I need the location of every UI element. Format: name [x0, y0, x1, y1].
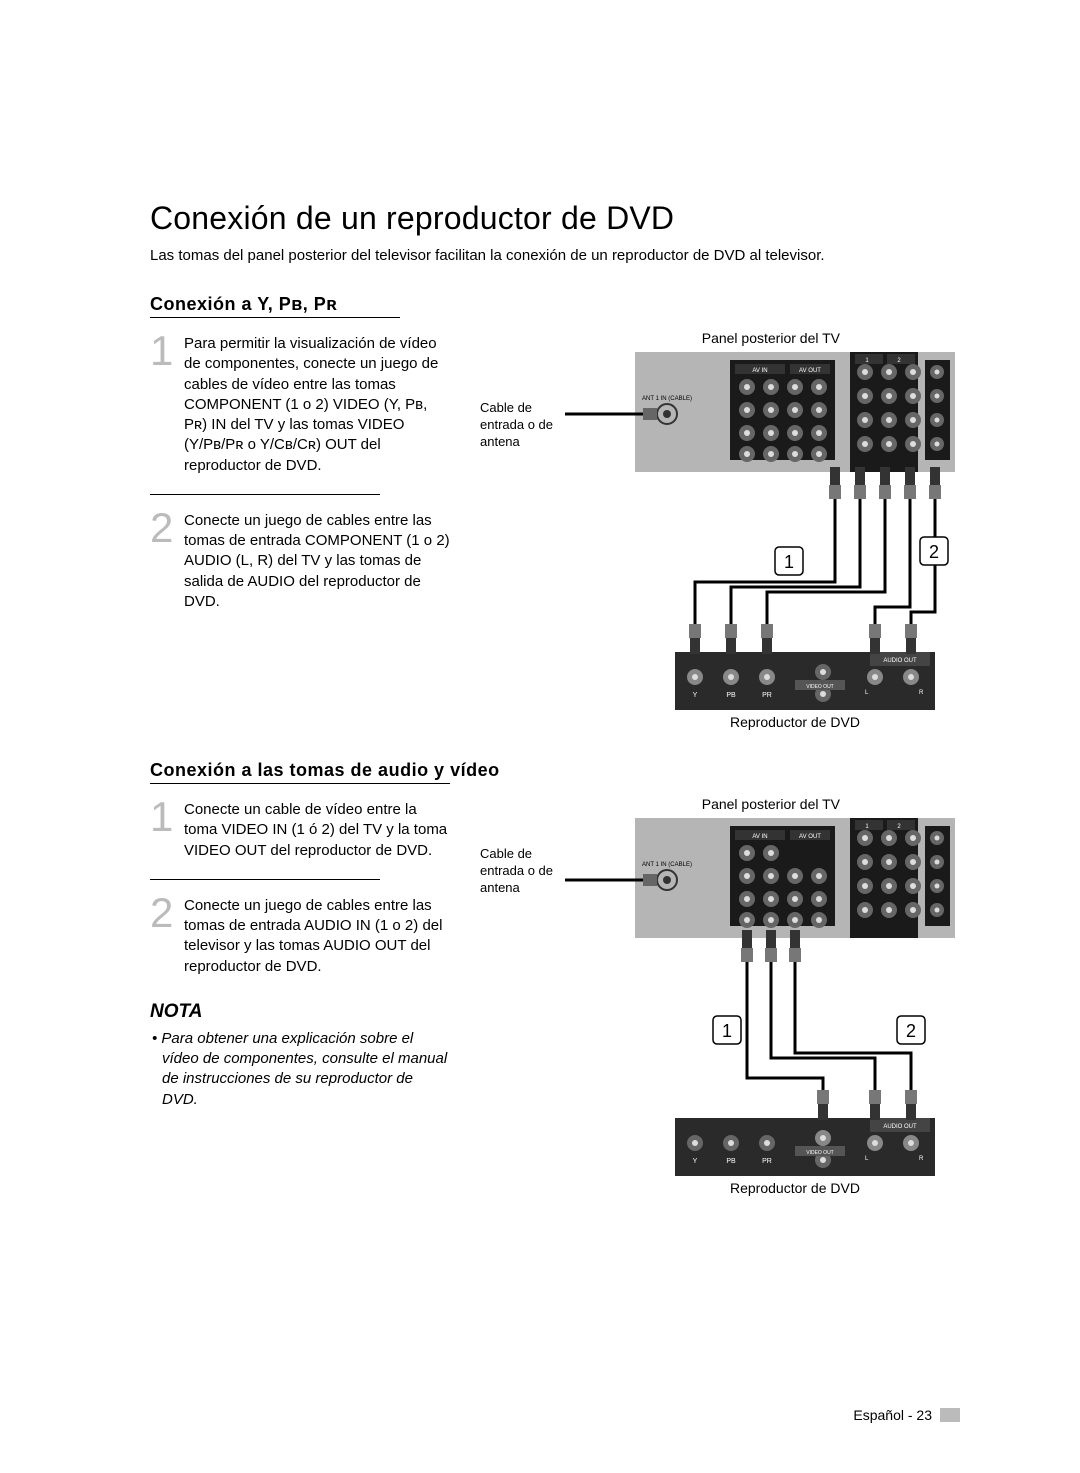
- cable-label: Cable de entrada o de antena: [480, 400, 570, 451]
- svg-text:PR: PR: [762, 692, 772, 699]
- svg-text:R: R: [919, 690, 924, 696]
- svg-text:2: 2: [906, 1021, 916, 1041]
- svg-text:PB: PB: [726, 692, 736, 699]
- svg-text:PR: PR: [762, 1158, 772, 1165]
- svg-text:VIDEO OUT: VIDEO OUT: [806, 684, 834, 690]
- step1-text: Para permitir la visualización de vídeo …: [184, 330, 450, 476]
- svg-text:R: R: [919, 1156, 924, 1162]
- step2-number: 2: [150, 507, 174, 549]
- step-separator: [150, 879, 380, 880]
- svg-text:Y: Y: [693, 1158, 698, 1165]
- svg-text:AV IN: AV IN: [752, 368, 767, 374]
- section1-underline: [150, 317, 400, 318]
- tv-panel-label: Panel posterior del TV: [702, 330, 840, 346]
- nota-text: • Para obtener una explicación sobre el …: [150, 1029, 450, 1110]
- diagram-1: COMPONENT IN 1 2 ANT 1 IN (CABLE) AV IN: [565, 352, 965, 732]
- tv-panel-label-2: Panel posterior del TV: [702, 796, 840, 812]
- footer-bar-icon: [940, 1408, 960, 1422]
- step1-number: 1: [150, 330, 174, 372]
- page-footer: Español - 23: [853, 1407, 960, 1423]
- svg-text:AV OUT: AV OUT: [799, 368, 821, 374]
- dvd-label-1: Reproductor de DVD: [730, 714, 860, 730]
- step2-text: Conecte un juego de cables entre las tom…: [184, 507, 450, 612]
- svg-text:2: 2: [929, 542, 939, 562]
- s2-step2-number: 2: [150, 892, 174, 934]
- svg-text:VIDEO OUT: VIDEO OUT: [806, 1150, 834, 1156]
- section2-title: Conexión a las tomas de audio y vídeo: [150, 760, 960, 781]
- dvd-label-2: Reproductor de DVD: [730, 1180, 860, 1196]
- svg-text:PB: PB: [726, 1158, 736, 1165]
- svg-text:ANT 1 IN (CABLE): ANT 1 IN (CABLE): [642, 862, 692, 868]
- page-title: Conexión de un reproductor de DVD: [150, 200, 960, 237]
- svg-text:Y: Y: [693, 692, 698, 699]
- footer-text: Español - 23: [853, 1407, 932, 1423]
- diagram-2: COMPONENT IN 1 2 ANT 1 IN (CABLE) AV IN …: [565, 818, 965, 1198]
- s2-step1-text: Conecte un cable de vídeo entre la toma …: [184, 796, 450, 861]
- svg-text:AUDIO OUT: AUDIO OUT: [883, 658, 917, 664]
- section1-title: Conexión a Y, Pʙ, Pʀ: [150, 294, 960, 315]
- section2-underline: [150, 783, 450, 784]
- svg-text:1: 1: [784, 552, 794, 572]
- step-separator: [150, 494, 380, 495]
- nota-title: NOTA: [150, 1001, 450, 1023]
- svg-text:ANT 1 IN (CABLE): ANT 1 IN (CABLE): [642, 396, 692, 402]
- s2-step2-text: Conecte un juego de cables entre las tom…: [184, 892, 450, 977]
- svg-text:1: 1: [722, 1021, 732, 1041]
- svg-text:AV OUT: AV OUT: [799, 834, 821, 840]
- page-subtitle: Las tomas del panel posterior del televi…: [150, 247, 960, 264]
- s2-step1-number: 1: [150, 796, 174, 838]
- svg-text:AUDIO OUT: AUDIO OUT: [883, 1124, 917, 1130]
- svg-text:AV IN: AV IN: [752, 834, 767, 840]
- cable-label-2: Cable de entrada o de antena: [480, 846, 570, 897]
